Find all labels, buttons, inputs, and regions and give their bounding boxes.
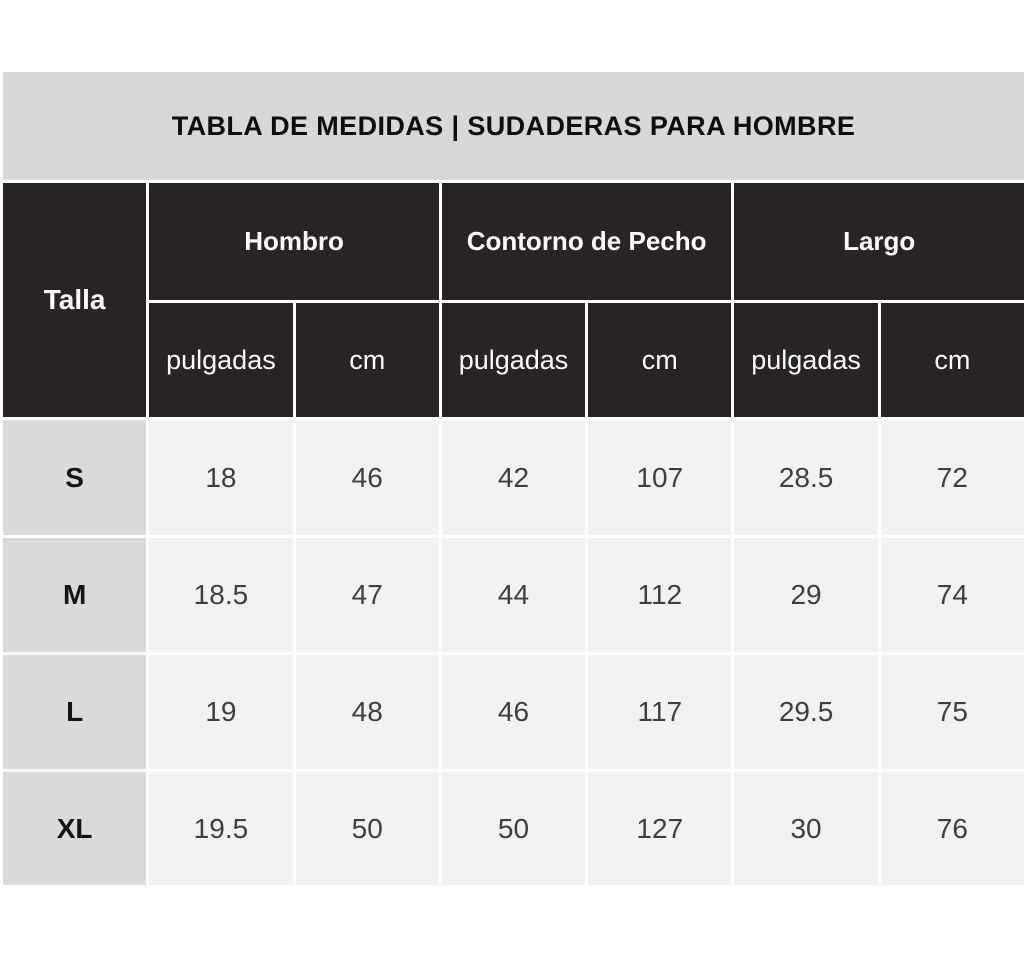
value-cell: 42 xyxy=(441,420,586,535)
value-cell: 46 xyxy=(441,655,586,769)
chart-title-band: TABLA DE MEDIDAS | SUDADERAS PARA HOMBRE xyxy=(3,72,1024,180)
value-cell: 48 xyxy=(295,655,439,769)
value-cell: 29 xyxy=(734,538,878,652)
size-chart-page: TABLA DE MEDIDAS | SUDADERAS PARA HOMBRE… xyxy=(3,72,1024,885)
value-cell: 50 xyxy=(441,772,586,885)
value-cell: 19 xyxy=(149,655,293,769)
value-cell: 28.5 xyxy=(734,420,878,535)
unit-header-pecho-pulgadas: pulgadas xyxy=(441,303,586,417)
column-group-largo: Largo xyxy=(734,183,1024,300)
value-cell: 30 xyxy=(734,772,878,885)
value-cell: 117 xyxy=(588,655,732,769)
value-cell: 44 xyxy=(441,538,586,652)
value-cell: 46 xyxy=(295,420,439,535)
value-cell: 112 xyxy=(588,538,732,652)
value-cell: 29.5 xyxy=(734,655,878,769)
size-label: L xyxy=(3,655,147,769)
value-cell: 72 xyxy=(880,420,1024,535)
unit-header-largo-pulgadas: pulgadas xyxy=(734,303,878,417)
column-group-contorno-de-pecho: Contorno de Pecho xyxy=(441,183,732,300)
value-cell: 107 xyxy=(588,420,732,535)
size-label: M xyxy=(3,538,147,652)
value-cell: 127 xyxy=(588,772,732,885)
column-header-talla: Talla xyxy=(3,183,147,417)
unit-header-hombro-pulgadas: pulgadas xyxy=(149,303,293,417)
value-cell: 74 xyxy=(880,538,1024,652)
value-cell: 50 xyxy=(295,772,439,885)
value-cell: 18.5 xyxy=(149,538,293,652)
size-table: Talla Hombro Contorno de Pecho Largo pul… xyxy=(3,183,1024,885)
unit-header-largo-cm: cm xyxy=(880,303,1024,417)
page-title: TABLA DE MEDIDAS | SUDADERAS PARA HOMBRE xyxy=(171,110,856,141)
value-cell: 19.5 xyxy=(149,772,293,885)
column-group-hombro: Hombro xyxy=(149,183,439,300)
unit-header-hombro-cm: cm xyxy=(295,303,439,417)
unit-header-pecho-cm: cm xyxy=(588,303,732,417)
value-cell: 47 xyxy=(295,538,439,652)
value-cell: 76 xyxy=(880,772,1024,885)
size-label: XL xyxy=(3,772,147,885)
size-label: S xyxy=(3,420,147,535)
value-cell: 75 xyxy=(880,655,1024,769)
value-cell: 18 xyxy=(149,420,293,535)
